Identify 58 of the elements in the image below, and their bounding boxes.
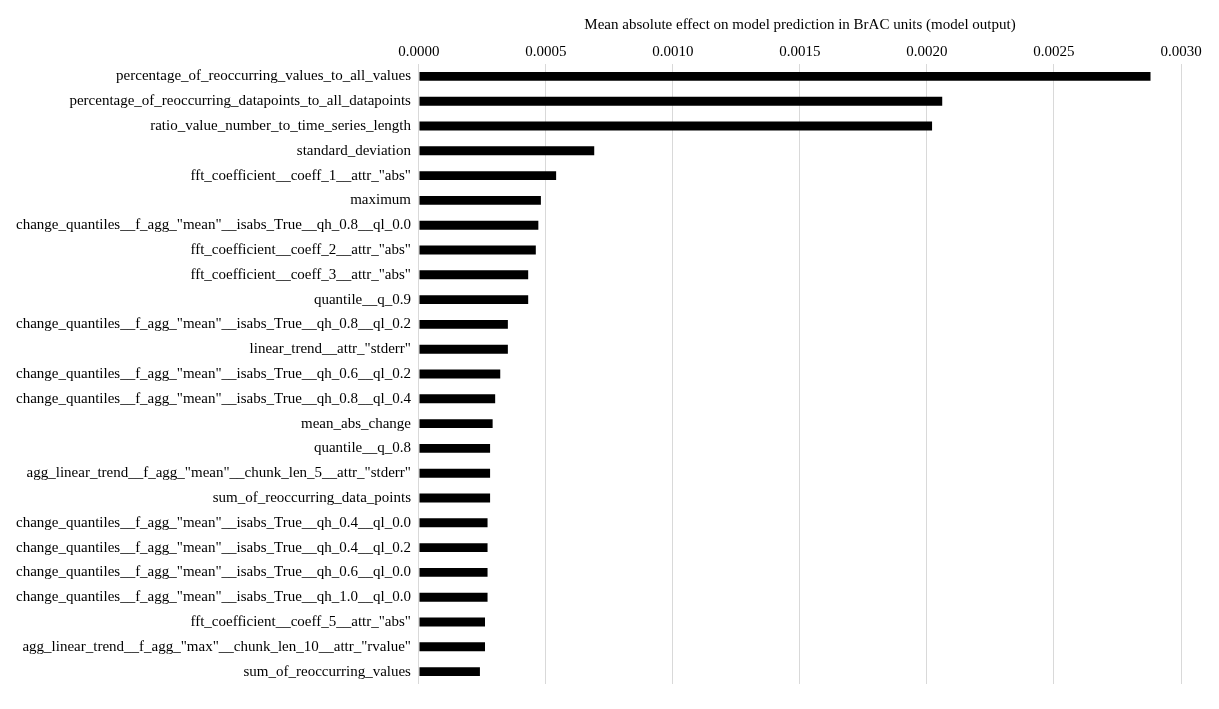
bar xyxy=(419,642,486,652)
bar xyxy=(419,617,486,627)
bar xyxy=(419,270,529,280)
bar xyxy=(419,344,508,354)
y-tick-label: fft_coefficient__coeff_5__attr_"abs" xyxy=(190,612,411,629)
y-tick-label: percentage_of_reoccurring_values_to_all_values xyxy=(116,67,412,84)
y-tick-label: ratio_value_number_to_time_series_length xyxy=(150,116,412,133)
y-tick-label: change_quantiles__f_agg_"mean"__isabs_True__qh_0.4__ql_0.2 xyxy=(16,538,411,555)
bar xyxy=(419,567,488,577)
bar xyxy=(419,295,529,305)
bar xyxy=(419,394,496,404)
bar xyxy=(419,493,491,503)
bar xyxy=(419,121,933,131)
y-tick-label: standard_deviation xyxy=(296,141,412,158)
y-tick-label: agg_linear_trend__f_agg_"mean"__chunk_len_5__attr_"stderr" xyxy=(26,464,411,481)
bar xyxy=(419,667,480,677)
y-tick-label: quantile__q_0.9 xyxy=(313,290,411,307)
x-tick-label: 0.0015 xyxy=(779,42,821,59)
x-tick-label: 0.0010 xyxy=(652,42,694,59)
x-axis-title: Mean absolute effect on model prediction in BrAC units (model output) xyxy=(584,15,1016,33)
y-tick-label: change_quantiles__f_agg_"mean"__isabs_True__qh_0.4__ql_0.0 xyxy=(16,513,411,530)
y-tick-label: fft_coefficient__coeff_2__attr_"abs" xyxy=(190,240,411,257)
y-tick-label: sum_of_reoccurring_data_points xyxy=(212,488,412,505)
y-tick-label: change_quantiles__f_agg_"mean"__isabs_True__qh_0.8__ql_0.0 xyxy=(16,216,411,233)
bar xyxy=(419,319,508,329)
y-tick-label: change_quantiles__f_agg_"mean"__isabs_True__qh_1.0__ql_0.0 xyxy=(16,588,411,605)
x-tick-label: 0.0030 xyxy=(1160,42,1202,59)
bar xyxy=(419,518,488,528)
bar xyxy=(419,245,536,255)
y-tick-label: maximum xyxy=(350,191,412,208)
y-tick-label: quantile__q_0.8 xyxy=(313,439,411,456)
y-tick-label: sum_of_reoccurring_values xyxy=(243,662,412,679)
y-tick-label: fft_coefficient__coeff_1__attr_"abs" xyxy=(190,166,411,183)
x-tick-label: 0.0000 xyxy=(398,42,440,59)
y-tick-label: linear_trend__attr_"stderr" xyxy=(249,340,411,357)
y-tick-label: change_quantiles__f_agg_"mean"__isabs_True__qh_0.8__ql_0.2 xyxy=(16,315,411,332)
y-tick-label: change_quantiles__f_agg_"mean"__isabs_True__qh_0.6__ql_0.2 xyxy=(16,364,411,381)
y-tick-label: percentage_of_reoccurring_datapoints_to_all_datapoints xyxy=(69,92,412,109)
y-tick-label: change_quantiles__f_agg_"mean"__isabs_True__qh_0.6__ql_0.0 xyxy=(16,563,411,580)
bar xyxy=(419,220,539,230)
y-tick-label: agg_linear_trend__f_agg_"max"__chunk_len_10__attr_"rvalue" xyxy=(22,637,411,654)
bar xyxy=(419,592,488,602)
bar xyxy=(419,419,493,429)
y-tick-label: mean_abs_change xyxy=(301,414,412,431)
bar xyxy=(419,171,557,181)
bar xyxy=(419,195,541,205)
x-tick-label: 0.0025 xyxy=(1033,42,1075,59)
bar xyxy=(419,71,1151,81)
y-tick-label: fft_coefficient__coeff_3__attr_"abs" xyxy=(190,265,411,282)
bar xyxy=(419,369,501,379)
bar xyxy=(419,443,491,453)
y-tick-label: change_quantiles__f_agg_"mean"__isabs_True__qh_0.8__ql_0.4 xyxy=(16,389,412,406)
x-tick-label: 0.0020 xyxy=(906,42,948,59)
bar xyxy=(419,146,595,156)
bar xyxy=(419,543,488,553)
bar xyxy=(419,468,491,478)
x-tick-label: 0.0005 xyxy=(525,42,567,59)
bar xyxy=(419,96,943,106)
